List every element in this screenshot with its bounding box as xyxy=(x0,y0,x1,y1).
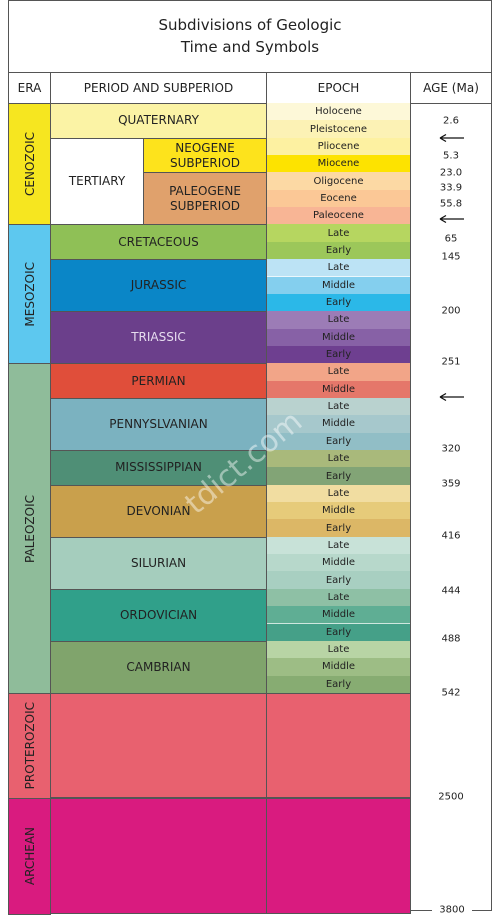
age-label: 145 xyxy=(441,251,461,263)
epoch-cell: Early xyxy=(266,571,410,590)
epoch-cell: Late xyxy=(266,363,410,382)
era-cell: CENOZOIC xyxy=(8,103,51,226)
title-box: Subdivisions of Geologic Time and Symbol… xyxy=(8,0,492,73)
period-cell: CRETACEOUS xyxy=(50,224,267,261)
period-cell: PERMIAN xyxy=(50,363,267,399)
period-cell: PENNYSLVANIAN xyxy=(50,397,267,451)
subperiod-cell: PALEOGENE SUBPERIOD xyxy=(143,172,267,226)
era-fill xyxy=(266,797,411,914)
epoch-cell: Middle xyxy=(266,328,410,347)
period-cell: DEVONIAN xyxy=(50,484,267,538)
age-label: 488 xyxy=(441,633,461,645)
header-age: AGE (Ma) xyxy=(410,72,492,104)
period-cell: TERTIARY xyxy=(50,137,144,226)
epoch-cell: Pliocene xyxy=(266,137,410,157)
title-line: Subdivisions of Geologic xyxy=(158,15,342,34)
era-fill xyxy=(50,797,267,914)
epoch-cell: Middle xyxy=(266,606,410,625)
era-cell: PROTEROZOIC xyxy=(8,692,51,799)
age-label: 359 xyxy=(441,478,461,490)
epoch-cell: Late xyxy=(266,588,410,608)
period-cell: TRIASSIC xyxy=(50,311,267,365)
epoch-cell: Middle xyxy=(266,658,410,677)
epoch-cell: Late xyxy=(266,397,410,417)
era-cell: MESOZOIC xyxy=(8,224,51,365)
epoch-cell: Early xyxy=(266,519,410,538)
period-cell: MISSISSIPPIAN xyxy=(50,450,267,486)
header-epoch: EPOCH xyxy=(266,72,411,104)
age-label: 200 xyxy=(441,305,461,317)
era-cell-label: PALEOZOIC xyxy=(22,494,37,563)
epoch-cell: Early xyxy=(266,432,410,451)
epoch-cell: Early xyxy=(266,293,410,313)
age-label: 251 xyxy=(441,356,461,368)
age-label: 444 xyxy=(441,585,461,597)
epoch-cell: Late xyxy=(266,484,410,504)
era-cell-label: MESOZOIC xyxy=(22,262,37,327)
age-label: 33.9 xyxy=(439,182,463,194)
epoch-cell: Middle xyxy=(266,380,410,399)
epoch-cell: Late xyxy=(266,536,410,556)
header-period: PERIOD AND SUBPERIOD xyxy=(50,72,267,104)
epoch-cell: Holocene xyxy=(266,103,410,122)
epoch-cell: Early xyxy=(266,623,410,642)
period-cell: QUATERNARY xyxy=(50,103,267,139)
era-cell: PALEOZOIC xyxy=(8,363,51,694)
age-label: 55.8 xyxy=(439,198,463,210)
epoch-cell: Middle xyxy=(266,502,410,521)
era-cell: ARCHEAN xyxy=(8,797,51,915)
epoch-cell: Late xyxy=(266,450,410,469)
age-label: 416 xyxy=(441,530,461,542)
epoch-cell: Pleistocene xyxy=(266,120,410,139)
epoch-cell: Middle xyxy=(266,276,410,295)
age-label: 23.0 xyxy=(439,167,463,179)
epoch-cell: Early xyxy=(266,241,410,261)
age-label: 5.3 xyxy=(443,150,459,162)
era-cell-label: PROTEROZOIC xyxy=(22,702,37,790)
epoch-cell: Early xyxy=(266,467,410,486)
header-era: ERA xyxy=(8,72,51,104)
epoch-cell: Late xyxy=(266,259,410,278)
era-fill xyxy=(50,692,267,798)
epoch-cell: Late xyxy=(266,311,410,330)
age-label: 65 xyxy=(444,233,458,245)
era-cell-label: ARCHEAN xyxy=(22,827,37,886)
period-cell: SILURIAN xyxy=(50,536,267,590)
epoch-cell: Eocene xyxy=(266,189,410,209)
era-fill xyxy=(266,692,411,798)
age-label: 2.6 xyxy=(443,115,459,127)
era-cell-label: CENOZOIC xyxy=(22,132,37,197)
epoch-cell: Middle xyxy=(266,415,410,434)
period-cell: JURASSIC xyxy=(50,259,267,313)
period-cell: CAMBRIAN xyxy=(50,640,267,694)
title-line: Time and Symbols xyxy=(180,37,320,56)
age-column xyxy=(410,103,492,911)
subperiod-cell: NEOGENE SUBPERIOD xyxy=(143,137,267,174)
epoch-cell: Late xyxy=(266,224,410,243)
age-label: 320 xyxy=(441,443,461,455)
epoch-cell: Miocene xyxy=(266,155,410,174)
epoch-cell: Oligocene xyxy=(266,172,410,191)
period-cell: ORDOVICIAN xyxy=(50,588,267,642)
epoch-cell: Early xyxy=(266,675,410,694)
epoch-cell: Early xyxy=(266,345,410,365)
age-label: 542 xyxy=(441,687,461,699)
age-label: 2500 xyxy=(438,791,464,803)
age-label: 3800 xyxy=(432,904,472,915)
epoch-cell: Middle xyxy=(266,554,410,573)
epoch-cell: Late xyxy=(266,640,410,660)
epoch-cell: Paleocene xyxy=(266,207,410,226)
